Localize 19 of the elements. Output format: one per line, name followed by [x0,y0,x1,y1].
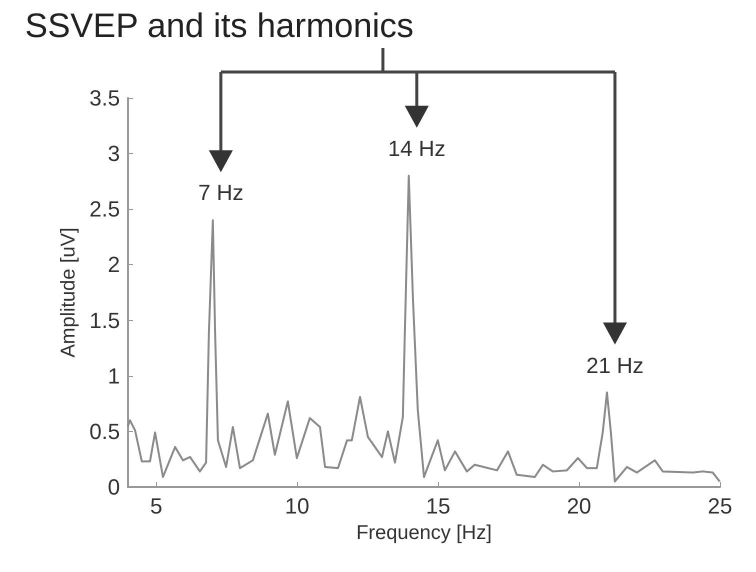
y-tick-label: 0.5 [89,418,120,444]
annotation: 7 Hz [198,180,244,206]
y-tick-label: 2.5 [89,196,120,222]
y-tick-label: 2 [108,252,120,278]
x-tick-label: 25 [708,494,732,518]
x-axis-title: Frequency [Hz] [356,522,492,544]
x-tick-label: 15 [426,494,450,518]
y-tick-label: 0 [108,474,120,500]
y-tick-label: 3 [108,141,120,166]
y-tick-label: 1.5 [89,308,120,333]
x-tick-label: 20 [566,494,592,518]
chart-title: SSVEP and its harmonics [25,7,414,45]
y-tick-label: 1 [108,363,120,388]
x-tick-label: 10 [284,494,310,518]
annotation: 21 Hz [586,352,644,379]
y-tick-label: 3.5 [89,86,120,110]
y-axis-title: Amplitude [uV] [58,227,80,358]
x-tick-label: 5 [150,494,162,518]
annotation: 14 Hz [388,136,446,162]
